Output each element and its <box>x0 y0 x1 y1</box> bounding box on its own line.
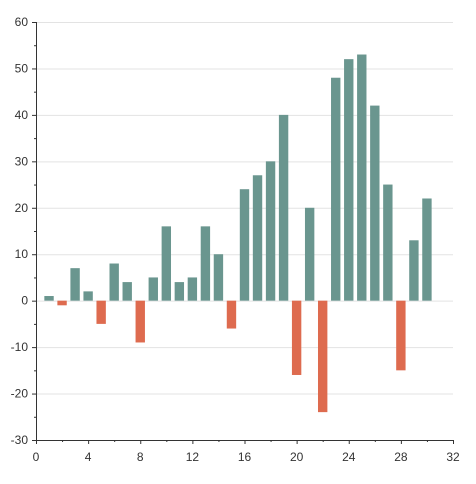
x-tick-label: 0 <box>33 450 40 464</box>
bar <box>331 77 341 301</box>
y-tick-label: 20 <box>15 201 29 215</box>
x-tick-label: 24 <box>342 450 356 464</box>
bar <box>213 254 224 301</box>
y-tick-label: 60 <box>15 15 29 29</box>
bar <box>226 300 237 329</box>
bar <box>161 226 172 301</box>
bar <box>344 59 354 301</box>
bar <box>265 161 276 301</box>
bar <box>83 291 93 301</box>
bar <box>252 175 263 301</box>
bar <box>44 296 54 301</box>
x-tick-label: 4 <box>85 450 92 464</box>
bar <box>57 300 67 306</box>
x-tick-label: 8 <box>137 450 144 464</box>
bar <box>200 226 211 301</box>
bar <box>278 114 289 301</box>
bar <box>96 300 106 324</box>
bar <box>148 277 158 301</box>
bar <box>304 207 315 301</box>
y-tick-label: 40 <box>15 108 29 122</box>
bar <box>396 300 406 371</box>
bar <box>357 54 367 301</box>
bar <box>317 300 328 413</box>
bar <box>135 300 145 343</box>
y-tick-label: 10 <box>15 247 29 261</box>
bar <box>383 184 393 301</box>
x-tick-label: 16 <box>238 450 252 464</box>
x-tick-label: 28 <box>394 450 408 464</box>
y-tick-label: -30 <box>11 433 29 447</box>
bar <box>291 300 302 375</box>
x-tick-label: 20 <box>290 450 304 464</box>
bar <box>109 263 119 301</box>
bar <box>370 105 380 301</box>
y-tick-label: 30 <box>15 154 29 168</box>
x-tick-label: 32 <box>446 450 460 464</box>
bars <box>44 54 432 413</box>
bar <box>409 240 419 301</box>
bar <box>422 198 432 301</box>
bar <box>70 268 80 301</box>
x-tick-label: 12 <box>186 450 200 464</box>
y-tick-label: 0 <box>21 294 28 308</box>
y-tick-label: -20 <box>11 387 29 401</box>
bar <box>239 189 250 301</box>
bar <box>187 277 198 301</box>
tick-labels: 60 50 40 30 20 10 0 -10 -20 -30 0 4 8 12 16 20 24 28 32 <box>11 15 460 464</box>
bar <box>174 282 185 301</box>
axes <box>32 22 454 444</box>
y-tick-label: 50 <box>15 61 29 75</box>
bar <box>122 282 132 301</box>
y-tick-label: -10 <box>11 340 29 354</box>
